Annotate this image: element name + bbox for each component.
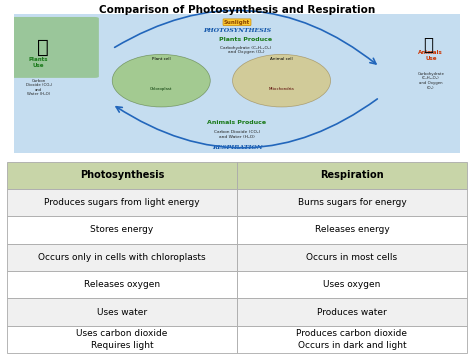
Text: Releases oxygen: Releases oxygen <box>84 280 160 289</box>
Text: Carbohydrate
(C₆H₁₂O₆)
and Oxygen
(O₂): Carbohydrate (C₆H₁₂O₆) and Oxygen (O₂) <box>418 72 444 89</box>
Text: Plants Produce: Plants Produce <box>219 37 273 42</box>
Text: Occurs in most cells: Occurs in most cells <box>306 253 398 262</box>
Text: 🌿: 🌿 <box>37 38 49 57</box>
Text: Comparison of Photosynthesis and Respiration: Comparison of Photosynthesis and Respira… <box>99 5 375 15</box>
FancyBboxPatch shape <box>237 271 467 299</box>
Text: Burns sugars for energy: Burns sugars for energy <box>298 198 406 207</box>
Ellipse shape <box>233 54 330 107</box>
Text: Chloroplast: Chloroplast <box>150 87 173 91</box>
FancyBboxPatch shape <box>7 299 237 326</box>
Text: Photosynthesis: Photosynthesis <box>80 170 164 180</box>
FancyBboxPatch shape <box>8 12 466 155</box>
FancyBboxPatch shape <box>7 162 237 189</box>
Text: Respiration: Respiration <box>320 170 384 180</box>
Text: Produces carbon dioxide
Occurs in dark and light: Produces carbon dioxide Occurs in dark a… <box>296 329 408 350</box>
FancyBboxPatch shape <box>237 326 467 353</box>
FancyBboxPatch shape <box>7 271 237 299</box>
Text: Sunlight: Sunlight <box>224 20 250 25</box>
Text: Produces water: Produces water <box>317 308 387 317</box>
Text: Stores energy: Stores energy <box>91 225 154 235</box>
Text: Plants
Use: Plants Use <box>29 57 48 68</box>
Text: Uses carbon dioxide
Requires light: Uses carbon dioxide Requires light <box>76 329 168 350</box>
Text: PHOTOSYNTHESIS: PHOTOSYNTHESIS <box>203 28 271 33</box>
Text: Uses oxygen: Uses oxygen <box>323 280 381 289</box>
FancyBboxPatch shape <box>237 189 467 216</box>
Text: Carbon
Dioxide (CO₂)
and
Water (H₂O): Carbon Dioxide (CO₂) and Water (H₂O) <box>26 79 52 97</box>
FancyBboxPatch shape <box>237 216 467 244</box>
Text: Releases energy: Releases energy <box>315 225 389 235</box>
FancyBboxPatch shape <box>7 244 237 271</box>
Text: Carbon Dioxide (CO₂)
and Water (H₂O): Carbon Dioxide (CO₂) and Water (H₂O) <box>214 130 260 139</box>
FancyBboxPatch shape <box>7 189 237 216</box>
FancyBboxPatch shape <box>237 244 467 271</box>
Text: Animals Produce: Animals Produce <box>208 120 266 125</box>
Text: Animal cell: Animal cell <box>270 56 293 60</box>
Text: Carbohydrate (C₆H₁₂O₆)
and Oxygen (O₂): Carbohydrate (C₆H₁₂O₆) and Oxygen (O₂) <box>220 46 272 55</box>
Text: Mitochondria: Mitochondria <box>269 87 294 91</box>
FancyBboxPatch shape <box>237 162 467 189</box>
Text: Plant cell: Plant cell <box>152 56 171 60</box>
Text: Uses water: Uses water <box>97 308 147 317</box>
Ellipse shape <box>112 54 210 107</box>
FancyBboxPatch shape <box>7 216 237 244</box>
FancyBboxPatch shape <box>7 326 237 353</box>
Text: Occurs only in cells with chloroplasts: Occurs only in cells with chloroplasts <box>38 253 206 262</box>
Text: Produces sugars from light energy: Produces sugars from light energy <box>44 198 200 207</box>
Text: Animals
Use: Animals Use <box>419 50 443 61</box>
Text: 🏃: 🏃 <box>424 36 434 54</box>
FancyBboxPatch shape <box>10 17 99 78</box>
Text: RESPIRATION: RESPIRATION <box>212 144 262 149</box>
FancyBboxPatch shape <box>237 299 467 326</box>
